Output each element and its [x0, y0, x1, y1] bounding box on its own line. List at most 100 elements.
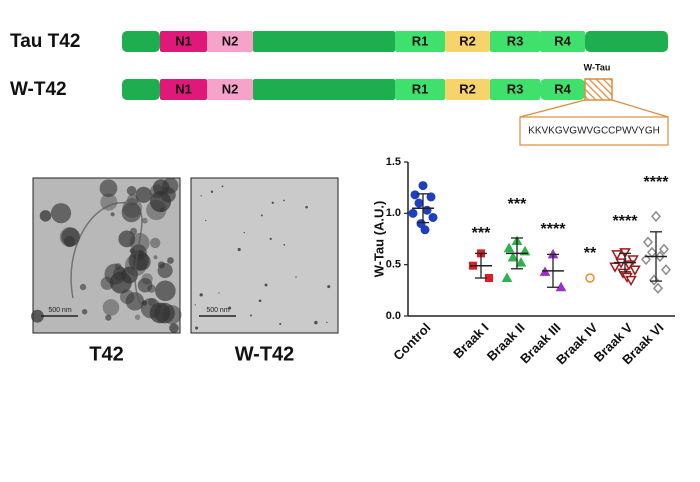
domain-label: R2 — [459, 81, 476, 96]
data-point — [408, 208, 418, 218]
significance: **** — [541, 221, 567, 238]
particle — [205, 219, 207, 222]
domain-label: N2 — [222, 81, 239, 96]
particle — [295, 276, 297, 278]
data-point — [629, 265, 641, 276]
sequence: KKVKGVGWVGCCPWVYGH — [528, 126, 660, 137]
row-label: W-T42 — [10, 79, 67, 100]
particle — [150, 237, 161, 249]
particle — [169, 323, 179, 333]
data-point — [585, 273, 595, 283]
particle — [283, 199, 285, 202]
particle — [228, 306, 232, 310]
data-point — [420, 225, 430, 235]
particle — [237, 247, 241, 252]
domain-segment — [585, 31, 668, 52]
particle — [264, 283, 268, 287]
domain-segment — [445, 79, 490, 100]
particle — [269, 237, 272, 240]
particle — [81, 309, 88, 315]
data-point — [428, 212, 438, 222]
data-point — [625, 275, 637, 287]
particle — [260, 214, 263, 217]
y-tick-label: 0.0 — [386, 310, 401, 322]
sequence-box — [519, 116, 669, 146]
domain-label: N1 — [175, 81, 192, 96]
particle — [31, 309, 44, 323]
domain-segment — [490, 31, 540, 52]
domain-segment — [253, 31, 395, 52]
domain-segment — [207, 79, 253, 100]
domain-segment — [160, 31, 207, 52]
particle — [120, 266, 138, 284]
particle — [99, 179, 118, 198]
callout-line — [611, 99, 669, 118]
domain-diagram: Tau T42 N1 N2 R1 R2 R3 R4 W-T42 N1 N2 R1 R2 R3 R4 W-Ta… — [10, 31, 669, 146]
domain-label: N2 — [222, 33, 239, 48]
domain-label: R4 — [554, 81, 571, 96]
tag-label: W-Tau — [584, 62, 611, 72]
particle — [195, 326, 199, 330]
particle — [157, 261, 166, 269]
particle — [154, 302, 175, 324]
particle — [327, 285, 331, 289]
particle — [221, 185, 224, 188]
particle — [153, 255, 158, 260]
particle — [200, 195, 202, 197]
particle — [126, 186, 137, 196]
data-point — [426, 192, 436, 202]
scale-bar-label: 500 nm — [48, 307, 72, 314]
data-point — [503, 242, 515, 253]
particle — [141, 217, 148, 224]
domain-segment — [122, 79, 160, 100]
domain-segment — [160, 79, 207, 100]
domain-label: R1 — [412, 33, 429, 48]
particle — [199, 293, 203, 297]
particle — [146, 199, 167, 221]
domain-segment — [445, 31, 490, 52]
significance: *** — [472, 225, 491, 242]
domain-label: R3 — [507, 33, 524, 48]
data-point — [410, 190, 420, 200]
data-point — [642, 236, 654, 248]
particle — [118, 230, 136, 248]
micrographs: 500 nm T42 500 nm W-T42 — [31, 177, 339, 365]
particle — [110, 212, 115, 217]
particle — [160, 187, 176, 203]
tag-box — [584, 78, 613, 101]
data-point — [652, 282, 664, 294]
significance: **** — [613, 213, 639, 230]
domain-segment — [490, 79, 540, 100]
data-point — [501, 272, 513, 283]
micrograph-label: W-T42 — [235, 343, 295, 365]
significance: ** — [584, 245, 597, 262]
particle — [141, 273, 153, 285]
particle — [271, 201, 274, 204]
y-tick-label: 0.5 — [386, 259, 401, 271]
particle — [130, 244, 147, 261]
data-point — [418, 181, 428, 191]
y-axis-label: W-Tau (A.U.) — [371, 201, 386, 278]
data-point — [660, 264, 672, 276]
particle — [50, 203, 72, 224]
micrograph — [190, 177, 339, 334]
particle — [135, 186, 152, 203]
scale-bar-label: 500 nm — [206, 307, 230, 314]
particle — [114, 262, 122, 270]
domain-segment — [395, 79, 445, 100]
domain-label: R3 — [507, 81, 524, 96]
data-point — [515, 257, 527, 267]
particle — [218, 292, 220, 294]
particle — [148, 297, 157, 307]
domain-label: N1 — [175, 33, 192, 48]
particle — [279, 322, 282, 325]
particle — [155, 280, 176, 302]
particle — [100, 193, 118, 211]
particle — [121, 202, 142, 223]
particle — [134, 314, 141, 320]
domain-segment — [253, 79, 395, 100]
domain-label: R4 — [554, 33, 571, 48]
fibril — [70, 202, 144, 309]
domain-label: R2 — [459, 33, 476, 48]
